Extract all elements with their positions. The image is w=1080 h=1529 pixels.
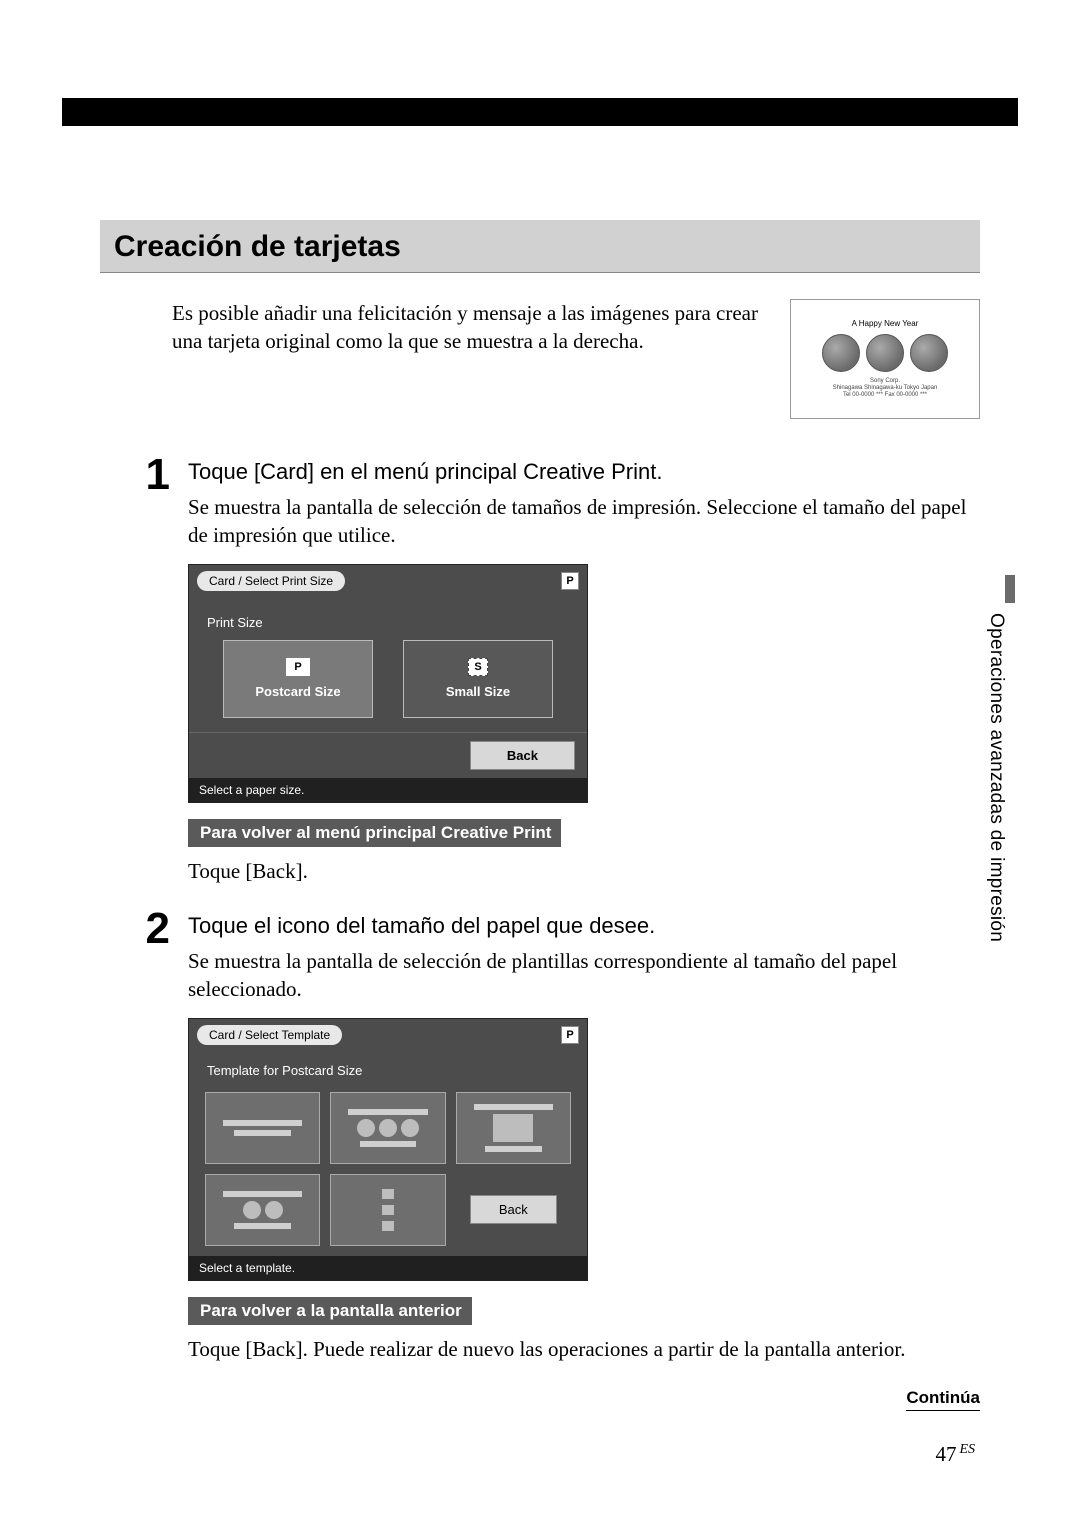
continued-label: Continúa	[906, 1388, 980, 1411]
template-option[interactable]	[205, 1174, 320, 1246]
template-option[interactable]	[330, 1092, 445, 1164]
intro-row: Es posible añadir una felicitación y men…	[172, 299, 980, 419]
back-button[interactable]: Back	[470, 741, 575, 770]
postcard-size-button[interactable]: P Postcard Size	[223, 640, 373, 718]
ui-label: Template for Postcard Size	[207, 1063, 569, 1078]
coin-icon	[866, 334, 904, 372]
step-number: 2	[130, 907, 170, 1375]
small-label: Small Size	[446, 684, 510, 699]
side-tab: Operaciones avanzadas de impresión	[985, 575, 1015, 1095]
page-number: 47ES	[935, 1442, 975, 1467]
ui-body: Print Size P Postcard Size S Small Size	[189, 597, 587, 718]
section-title: Creación de tarjetas	[114, 230, 966, 264]
ui-label: Print Size	[207, 615, 569, 630]
coin-icon	[822, 334, 860, 372]
example-card-footer: Sony Corp. Shinagawa Shinagawa-ku Tokyo …	[833, 378, 938, 400]
ui-footer: Back	[189, 732, 587, 778]
step-desc: Se muestra la pantalla de selección de p…	[188, 947, 980, 1004]
s-icon: S	[468, 658, 488, 676]
side-tab-accent	[1005, 575, 1015, 603]
mini-heading: Para volver al menú principal Creative P…	[188, 819, 561, 847]
ui-title: Card / Select Print Size	[197, 571, 345, 591]
step-desc: Se muestra la pantalla de selección de t…	[188, 493, 980, 550]
intro-text: Es posible añadir una felicitación y men…	[172, 299, 766, 419]
ui-status: Select a template.	[189, 1256, 587, 1280]
page-content: Creación de tarjetas Es posible añadir u…	[100, 220, 980, 1385]
side-tab-label: Operaciones avanzadas de impresión	[985, 613, 1007, 942]
mini-body: Toque [Back].	[188, 857, 980, 885]
back-button[interactable]: Back	[470, 1195, 557, 1224]
template-option[interactable]	[330, 1174, 445, 1246]
step-body: Toque el icono del tamaño del papel que …	[188, 907, 980, 1375]
page-number-value: 47	[935, 1442, 956, 1466]
small-size-button[interactable]: S Small Size	[403, 640, 553, 718]
p-icon: P	[286, 658, 310, 676]
step-number: 1	[130, 453, 170, 897]
step-2: 2 Toque el icono del tamaño del papel qu…	[130, 907, 980, 1375]
ui-body: Template for Postcard Size	[189, 1051, 587, 1256]
header-rule	[62, 98, 1018, 126]
example-card: A Happy New Year Sony Corp. Shinagawa Sh…	[790, 299, 980, 419]
template-option[interactable]	[456, 1092, 571, 1164]
section-title-bar: Creación de tarjetas	[100, 220, 980, 273]
template-option[interactable]	[205, 1092, 320, 1164]
mini-body: Toque [Back]. Puede realizar de nuevo la…	[188, 1335, 980, 1363]
ui-title: Card / Select Template	[197, 1025, 342, 1045]
ui-status: Select a paper size.	[189, 778, 587, 802]
step-head: Toque [Card] en el menú principal Creati…	[188, 459, 980, 485]
ui-titlebar: Card / Select Print Size P	[189, 565, 587, 597]
ui-titlebar: Card / Select Template P	[189, 1019, 587, 1051]
template-back-cell: Back	[456, 1174, 571, 1246]
step-1: 1 Toque [Card] en el menú principal Crea…	[130, 453, 980, 897]
ui-template-screen: Card / Select Template P Template for Po…	[188, 1018, 588, 1281]
step-head: Toque el icono del tamaño del papel que …	[188, 913, 980, 939]
ui-print-size-screen: Card / Select Print Size P Print Size P …	[188, 564, 588, 803]
postcard-label: Postcard Size	[255, 684, 340, 699]
page-lang: ES	[959, 1442, 975, 1457]
example-card-title: A Happy New Year	[852, 319, 919, 328]
format-badge: P	[561, 572, 579, 590]
ui-size-options: P Postcard Size S Small Size	[203, 640, 573, 718]
step-body: Toque [Card] en el menú principal Creati…	[188, 453, 980, 897]
template-grid: Back	[203, 1088, 573, 1256]
example-card-coins	[822, 334, 948, 372]
mini-heading: Para volver a la pantalla anterior	[188, 1297, 472, 1325]
format-badge: P	[561, 1026, 579, 1044]
coin-icon	[910, 334, 948, 372]
